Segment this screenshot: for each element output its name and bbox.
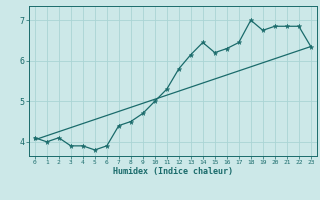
X-axis label: Humidex (Indice chaleur): Humidex (Indice chaleur) [113, 167, 233, 176]
